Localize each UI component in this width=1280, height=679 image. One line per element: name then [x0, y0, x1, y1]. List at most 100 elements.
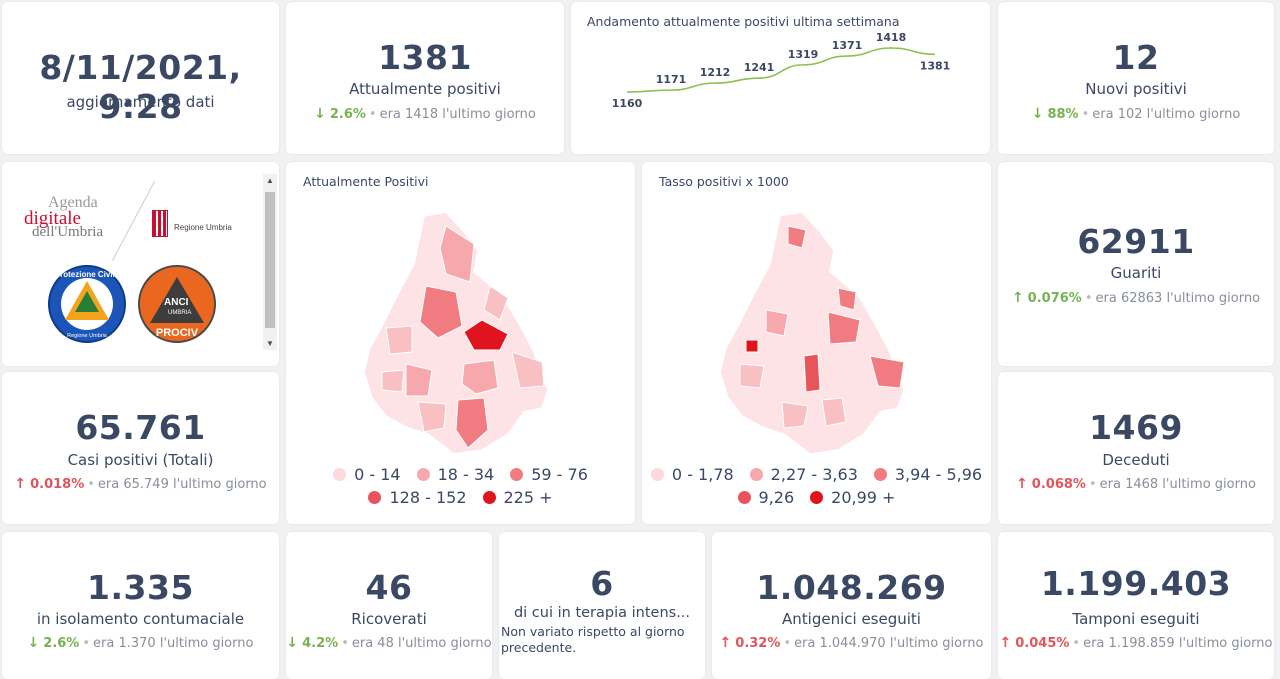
change-suffix: l'ultimo giorno: [442, 107, 536, 122]
kpi-value: 1.048.269: [756, 568, 947, 607]
change-suffix: l'ultimo giorno: [1146, 107, 1241, 122]
anci-prociv-logo: ANCI UMBRIA PROCIV: [138, 265, 216, 343]
arrow-down-icon: ↓: [314, 106, 326, 122]
change-pct: 2.6%: [329, 107, 366, 122]
svg-text:ANCI: ANCI: [164, 297, 189, 308]
scroll-up-icon[interactable]: ▲: [266, 176, 274, 185]
kpi-change: ↓ 2.6% • era 1.370 l'ultimo giorno: [27, 635, 254, 651]
arrow-up-icon: ↑: [719, 635, 732, 651]
change-suffix: l'ultimo giorno: [1178, 636, 1273, 651]
terapia-intensiva-card[interactable]: 6 di cui in terapia intens... Non variat…: [499, 532, 705, 679]
kpi-label: di cui in terapia intens...: [513, 605, 691, 621]
nuovi-positivi-card[interactable]: 12 Nuovi positivi ↓ 88% • era 102 l'ultimo …: [998, 2, 1274, 154]
kpi-value: 1381: [378, 38, 472, 77]
trend-data-label: 1241: [744, 61, 775, 74]
regione-umbria-emblem-icon: [152, 210, 168, 237]
kpi-label: Guariti: [1110, 264, 1162, 282]
tamponi-card[interactable]: 1.199.403 Tamponi eseguiti ↑ 0.045% • era 1…: [998, 532, 1274, 679]
svg-text:Protezione Civile: Protezione Civile: [55, 270, 120, 279]
legend-item: 0 - 1,78: [650, 465, 734, 484]
svg-text:UMBRIA: UMBRIA: [168, 310, 191, 316]
change-prev: era 1.198.859: [1083, 636, 1175, 651]
trend-chart: 1160 1171 1212 1241 1319 1371 1418 1381: [612, 31, 951, 110]
change-pct: 0.32%: [735, 636, 781, 651]
map-legend: 0 - 1,78 2,27 - 3,63 3,94 - 5,96 9,26 20…: [642, 465, 991, 511]
kpi-change: ↓ 4.2% • era 48 l'ultimo giorno: [286, 635, 492, 651]
attualmente-positivi-card[interactable]: 1381 Attualmente positivi ↓ 2.6% • era 1418…: [286, 2, 564, 154]
trend-data-label: 1171: [656, 73, 687, 86]
map-title: Tasso positivi x 1000: [659, 174, 789, 189]
trend-data-label: 1381: [920, 59, 951, 72]
legend-item: 9,26: [737, 488, 794, 507]
ricoverati-card[interactable]: 46 Ricoverati ↓ 4.2% • era 48 l'ultimo gior…: [286, 532, 492, 679]
legend-item: 59 - 76: [510, 465, 588, 484]
antigenici-card[interactable]: 1.048.269 Antigenici eseguiti ↑ 0.32% • era…: [712, 532, 991, 679]
change-pct: 88%: [1047, 107, 1079, 122]
kpi-label: Casi positivi (Totali): [67, 451, 214, 469]
regione-umbria-logo: Regione Umbria: [152, 210, 252, 240]
update-datetime: 8/11/2021, 9:28: [39, 48, 242, 126]
trend-data-label: 1371: [832, 39, 863, 52]
svg-text:PROCIV: PROCIV: [156, 327, 199, 339]
change-suffix: l'ultimo giorno: [173, 477, 267, 492]
legend-item: 0 - 14: [333, 465, 401, 484]
map-legend: 0 - 14 18 - 34 59 - 76 128 - 152 225 +: [286, 465, 635, 511]
change-prev: era 48: [351, 636, 394, 651]
change-suffix: l'ultimo giorno: [1166, 291, 1261, 306]
change-suffix: l'ultimo giorno: [889, 636, 984, 651]
kpi-change: ↓ 2.6% • era 1418 l'ultimo giorno: [314, 106, 536, 122]
change-prev: era 1.370: [93, 636, 156, 651]
logos-card: Agenda digitale dell'Umbria Regione Umbr…: [2, 162, 279, 366]
kpi-label: in isolamento contumaciale: [36, 610, 245, 628]
update-card: 8/11/2021, 9:28 aggiornamento dati: [2, 2, 279, 154]
trend-series-line: [626, 47, 936, 93]
legend-item: 2,27 - 3,63: [749, 465, 858, 484]
kpi-label: Attualmente positivi: [349, 80, 501, 98]
logos-scrollbar[interactable]: ▲ ▼: [263, 174, 277, 350]
kpi-label: Tamponi eseguiti: [1072, 610, 1200, 628]
trend-chart-title: Andamento attualmente positivi ultima se…: [587, 14, 900, 29]
arrow-up-icon: ↑: [1016, 476, 1028, 492]
kpi-value: 1.199.403: [1040, 564, 1232, 603]
kpi-label: Ricoverati: [351, 610, 427, 628]
terapia-note: Non variato rispetto al giorno precedent…: [501, 624, 685, 655]
change-pct: 4.2%: [302, 636, 339, 651]
change-prev: era 1.044.970: [794, 636, 886, 651]
kpi-label: Antigenici eseguiti: [782, 610, 921, 628]
kpi-change: ↑ 0.045% • era 1.198.859 l'ultimo giorno: [999, 635, 1273, 651]
umbria-map-tasso[interactable]: [642, 202, 991, 492]
trend-data-label: 1319: [788, 48, 819, 61]
change-prev: era 1418: [379, 107, 439, 122]
change-suffix: l'ultimo giorno: [397, 636, 492, 651]
kpi-value: 65.761: [75, 408, 206, 447]
kpi-label: Deceduti: [1102, 451, 1170, 469]
scroll-down-icon[interactable]: ▼: [266, 339, 274, 348]
change-pct: 0.045%: [1015, 636, 1070, 651]
kpi-change: ↑ 0.068% • era 1468 l'ultimo giorno: [1016, 476, 1256, 492]
map-attualmente-positivi-card: Attualmente Positivi 0 - 14 18 - 34 59 -…: [286, 162, 635, 524]
update-label: aggiornamento dati: [66, 93, 215, 111]
change-prev: era 1468: [1099, 477, 1159, 492]
isolamento-card[interactable]: 1.335 in isolamento contumaciale ↓ 2.6% • e…: [2, 532, 279, 679]
scrollbar-thumb[interactable]: [265, 192, 275, 328]
arrow-up-icon: ↑: [1011, 290, 1024, 306]
legend-item: 18 - 34: [416, 465, 494, 484]
change-pct: 2.6%: [43, 636, 80, 651]
change-pct: 0.068%: [1031, 477, 1086, 492]
deceduti-card[interactable]: 1469 Deceduti ↑ 0.068% • era 1468 l'ultimo …: [998, 372, 1274, 524]
casi-totali-card[interactable]: 65.761 Casi positivi (Totali) ↑ 0.018% • er…: [2, 372, 279, 524]
kpi-change: ↓ 88% • era 102 l'ultimo giorno: [1031, 106, 1241, 122]
guariti-card[interactable]: 62911 Guariti ↑ 0.076% • era 62863 l'ultimo…: [998, 162, 1274, 366]
legend-item: 128 - 152: [368, 488, 467, 507]
arrow-down-icon: ↓: [286, 635, 299, 651]
arrow-up-icon: ↑: [14, 476, 27, 492]
change-prev: era 65.749: [97, 477, 169, 492]
kpi-value: 6: [590, 564, 614, 603]
svg-text:Regione Umbria: Regione Umbria: [67, 333, 108, 339]
kpi-label: Nuovi positivi: [1085, 80, 1187, 98]
change-prev: era 62863: [1095, 291, 1163, 306]
kpi-value: 1469: [1089, 408, 1183, 447]
change-suffix: l'ultimo giorno: [1162, 477, 1256, 492]
trend-data-label: 1418: [876, 31, 907, 44]
umbria-map-positivi[interactable]: [286, 202, 635, 492]
